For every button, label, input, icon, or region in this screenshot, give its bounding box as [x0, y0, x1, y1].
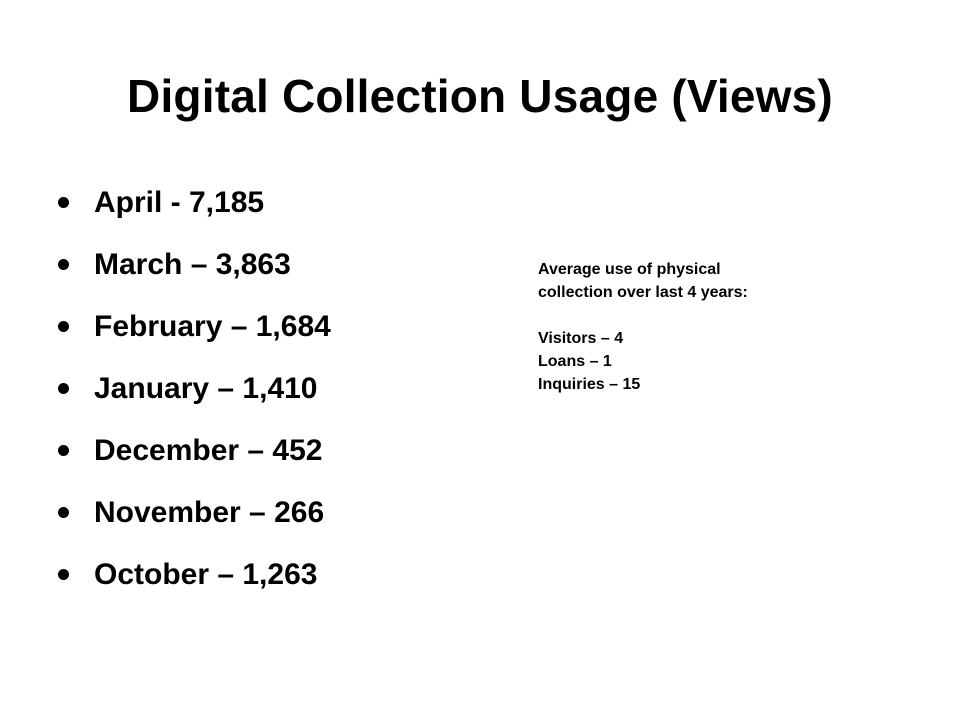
physical-collection-note: Average use of physical collection over …	[538, 258, 838, 396]
note-heading-line: Average use of physical	[538, 261, 721, 278]
note-heading-line: collection over last 4 years:	[538, 284, 748, 301]
bullet-icon	[58, 197, 69, 208]
list-item: April - 7,185	[58, 172, 478, 234]
note-spacer	[538, 304, 838, 327]
list-item: March – 3,863	[58, 234, 478, 296]
list-item-text: March – 3,863	[94, 248, 291, 281]
note-stat-inquiries: Inquiries – 15	[538, 376, 641, 393]
list-item: February – 1,684	[58, 296, 478, 358]
list-item-text: December – 452	[94, 434, 323, 467]
note-stat-visitors: Visitors – 4	[538, 330, 624, 347]
slide-title: Digital Collection Usage (Views)	[127, 70, 833, 122]
list-item: December – 452	[58, 420, 478, 482]
note-stat-loans: Loans – 1	[538, 353, 612, 370]
bullet-icon	[58, 507, 69, 518]
list-item-text: February – 1,684	[94, 310, 331, 343]
bullet-icon	[58, 321, 69, 332]
list-item: January – 1,410	[58, 358, 478, 420]
list-item: November – 266	[58, 482, 478, 544]
bullet-icon	[58, 569, 69, 580]
bullet-icon	[58, 259, 69, 270]
monthly-views-list: April - 7,185 March – 3,863 February – 1…	[58, 172, 478, 606]
list-item: October – 1,263	[58, 544, 478, 606]
list-item-text: November – 266	[94, 496, 325, 529]
bullet-icon	[58, 383, 69, 394]
list-item-text: October – 1,263	[94, 558, 318, 591]
bullet-icon	[58, 445, 69, 456]
list-item-text: April - 7,185	[94, 186, 265, 219]
list-item-text: January – 1,410	[94, 372, 318, 405]
